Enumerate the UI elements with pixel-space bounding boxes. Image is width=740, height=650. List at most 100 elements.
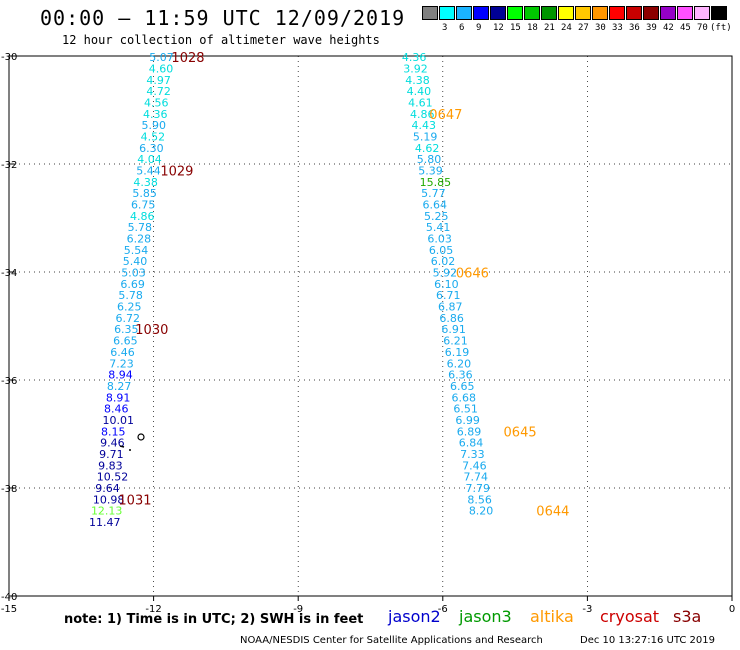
wave-height-label: 7.74 — [464, 471, 489, 484]
satellite-legend-jason3: jason3 — [459, 607, 512, 626]
wave-height-label: 6.05 — [429, 244, 454, 257]
wave-height-label: 4.72 — [146, 85, 171, 98]
legend-label: 27 — [578, 23, 589, 33]
wave-height-label: 4.36 — [402, 51, 427, 64]
pass-time-label: 0645 — [504, 425, 537, 440]
wave-height-label: 5.25 — [424, 210, 449, 223]
wave-height-label: 9.83 — [98, 459, 123, 472]
wave-height-label: 6.65 — [450, 380, 475, 393]
satellite-legend-jason2: jason2 — [388, 607, 441, 626]
pass-time-label: 1031 — [118, 493, 151, 508]
legend-swatch — [524, 6, 540, 20]
legend-swatch — [422, 6, 438, 20]
wave-height-label: 4.36 — [143, 108, 168, 121]
wave-height-label: 6.51 — [453, 403, 478, 416]
legend-swatch — [592, 6, 608, 20]
wave-height-label: 5.07 — [149, 51, 174, 64]
wave-height-label: 6.89 — [457, 425, 482, 438]
wave-height-label: 7.46 — [462, 459, 487, 472]
chart-title: 00:00 – 11:59 UTC 12/09/2019 — [40, 6, 406, 30]
wave-height-label: 7.33 — [460, 448, 485, 461]
wave-height-label: 6.30 — [139, 142, 164, 155]
wave-height-label: 4.40 — [407, 85, 432, 98]
legend-swatch — [473, 6, 489, 20]
wave-height-label: 6.10 — [434, 278, 459, 291]
wave-height-label: 9.71 — [99, 448, 124, 461]
wave-height-label: 5.85 — [132, 187, 157, 200]
legend-swatch — [490, 6, 506, 20]
wave-height-label: 4.62 — [415, 142, 440, 155]
pass-time-label: 1029 — [160, 164, 193, 179]
legend-swatch — [541, 6, 557, 20]
wave-height-label: 8.56 — [467, 493, 492, 506]
wave-height-label: 5.40 — [123, 255, 148, 268]
legend-swatch — [694, 6, 710, 20]
wave-height-label: 6.21 — [443, 335, 468, 348]
island-marker — [137, 433, 145, 441]
wave-height-label: 6.02 — [431, 255, 456, 268]
legend-swatch — [456, 6, 472, 20]
legend-label: 6 — [459, 23, 465, 33]
wave-height-label: 5.54 — [124, 244, 149, 257]
wave-height-label: 6.03 — [427, 233, 452, 246]
wave-height-label: 5.77 — [421, 187, 446, 200]
wave-height-label: 4.56 — [144, 96, 169, 109]
wave-height-label: 6.28 — [127, 233, 152, 246]
wave-height-label: 8.46 — [104, 403, 129, 416]
wave-height-label: 6.36 — [448, 369, 473, 382]
wave-height-label: 5.90 — [142, 119, 167, 132]
footnote: note: 1) Time is in UTC; 2) SWH is in fe… — [64, 612, 364, 627]
wave-height-label: 7.23 — [109, 357, 134, 370]
wave-height-label: 6.86 — [439, 312, 464, 325]
x-tick-label: -15 — [1, 604, 17, 615]
legend-swatch — [575, 6, 591, 20]
y-tick-label: -32 — [1, 160, 17, 171]
wave-height-label: 10.98 — [93, 493, 125, 506]
wave-height-label: 9.64 — [95, 482, 120, 495]
x-tick-label: -12 — [145, 604, 161, 615]
x-tick-label: 0 — [729, 604, 735, 615]
legend-swatch — [711, 6, 727, 20]
wave-height-label: 10.01 — [103, 414, 134, 427]
wave-height-label: 6.35 — [114, 323, 138, 336]
island-marker — [129, 449, 131, 451]
island-outline — [119, 433, 145, 451]
wave-height-label: 4.38 — [405, 74, 430, 87]
grid-lines — [9, 56, 732, 596]
wave-height-label: 6.99 — [455, 414, 480, 427]
wave-height-label: 6.46 — [110, 346, 135, 359]
wave-height-label: 4.86 — [130, 210, 155, 223]
legend-swatch — [677, 6, 693, 20]
wave-height-label: 12.13 — [91, 505, 123, 518]
legend-swatch — [626, 6, 642, 20]
wave-height-label: 6.65 — [113, 335, 138, 348]
wave-height-label: 10.52 — [97, 471, 129, 484]
y-tick-label: -34 — [1, 268, 17, 279]
y-tick-label: -30 — [1, 52, 17, 63]
wave-height-label: 4.43 — [411, 119, 436, 132]
wave-height-label: 8.20 — [469, 505, 494, 518]
wave-height-label: 5.03 — [121, 267, 146, 280]
x-tick-label: -6 — [438, 604, 448, 615]
wave-height-label: 6.91 — [441, 323, 466, 336]
wave-height-label: 4.04 — [137, 153, 162, 166]
credit-line: NOAA/NESDIS Center for Satellite Applica… — [240, 635, 543, 646]
x-tick-label: -3 — [582, 604, 592, 615]
legend-label: 33 — [612, 23, 623, 33]
wave-height-label: 5.44 — [136, 164, 161, 177]
wave-height-label: 6.71 — [436, 289, 461, 302]
wave-height-label: 6.19 — [445, 346, 470, 359]
wave-height-label: 8.15 — [101, 425, 126, 438]
satellite-legend-cryosat: cryosat — [600, 607, 660, 626]
wave-height-label: 6.20 — [447, 357, 472, 370]
wave-height-label: 6.25 — [117, 301, 142, 314]
legend-label: 21 — [544, 23, 555, 33]
plot-frame — [8, 55, 733, 597]
legend-swatch — [660, 6, 676, 20]
wave-height-label: 6.87 — [438, 301, 463, 314]
wave-height-label: 7.79 — [465, 482, 490, 495]
legend-label: 45 — [680, 23, 691, 33]
legend-label: 9 — [476, 23, 482, 33]
wave-height-label: 4.60 — [149, 62, 174, 75]
legend-label: 24 — [561, 23, 572, 33]
